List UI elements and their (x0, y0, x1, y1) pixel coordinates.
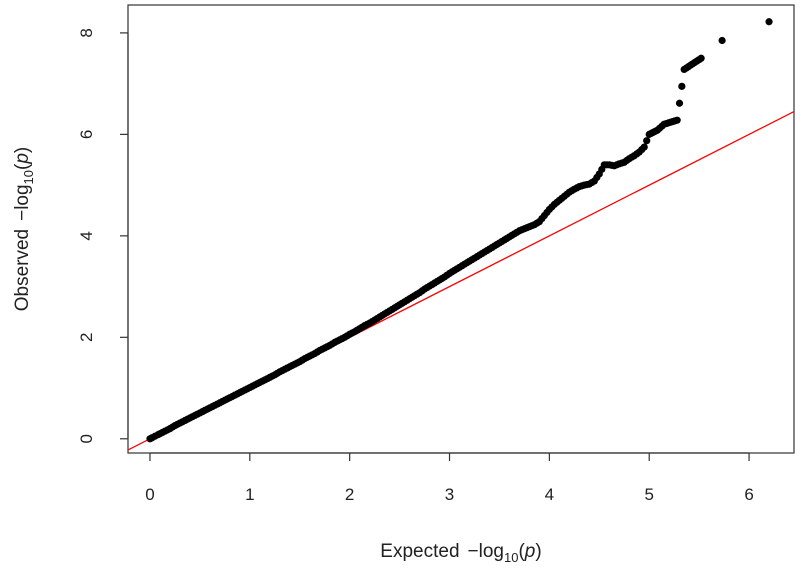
x-axis-title-log: log (479, 541, 504, 562)
y-tick-label: 6 (77, 130, 96, 139)
data-point (545, 205, 553, 214)
data-point (645, 130, 653, 138)
x-axis: 0 1 2 3 4 5 6 (145, 452, 754, 504)
data-point (653, 126, 661, 134)
data-point (640, 143, 648, 151)
x-tick-label: 5 (644, 485, 653, 504)
plot-area (128, 18, 794, 451)
x-axis-title-prefix: Expected (380, 541, 459, 562)
y-axis-title-log: log (12, 184, 33, 209)
y-axis: 0 2 4 6 8 (77, 28, 129, 444)
x-tick-label: 4 (545, 485, 554, 504)
data-point (765, 18, 773, 26)
x-tick-label: 2 (345, 485, 354, 504)
y-axis-title-prefix: Observed (12, 229, 33, 311)
y-axis-title-minus: − (12, 210, 33, 221)
x-tick-label: 3 (445, 485, 454, 504)
y-tick-label: 0 (77, 434, 96, 443)
y-axis-title-base: 10 (21, 170, 36, 184)
data-point (600, 161, 608, 169)
data-point-fill (678, 82, 686, 90)
y-axis-title-variable: p (12, 153, 33, 165)
y-tick-label: 2 (77, 333, 96, 342)
data-point (595, 170, 603, 178)
data-point-fill (675, 99, 684, 107)
data-point-fill (643, 137, 651, 145)
data-point (630, 152, 638, 160)
x-axis-title-variable: p (524, 541, 536, 562)
plot-frame (127, 4, 795, 454)
data-point (540, 211, 548, 220)
data-point (660, 120, 668, 128)
data-point (620, 158, 628, 166)
data-point (535, 218, 543, 226)
data-point (415, 289, 424, 297)
x-tick-label: 6 (744, 485, 753, 504)
data-points (146, 18, 773, 443)
data-point (440, 273, 449, 281)
data-point (560, 192, 568, 200)
y-tick-label: 4 (77, 231, 96, 240)
y-axis-title: Observed−log10(p) (12, 147, 36, 312)
x-tick-label: 1 (245, 485, 254, 504)
data-point (590, 177, 598, 185)
x-axis-title-minus: − (468, 541, 479, 562)
data-point (673, 116, 681, 124)
x-axis-title: Expected −log10(p) (380, 541, 541, 565)
data-point (555, 196, 563, 204)
x-axis-title-base: 10 (504, 550, 518, 565)
y-tick-label: 8 (77, 28, 96, 37)
data-point (550, 200, 558, 208)
x-tick-label: 0 (145, 485, 154, 504)
data-point (718, 36, 726, 45)
data-point (680, 65, 688, 74)
data-point (697, 54, 705, 62)
data-point (635, 148, 643, 156)
